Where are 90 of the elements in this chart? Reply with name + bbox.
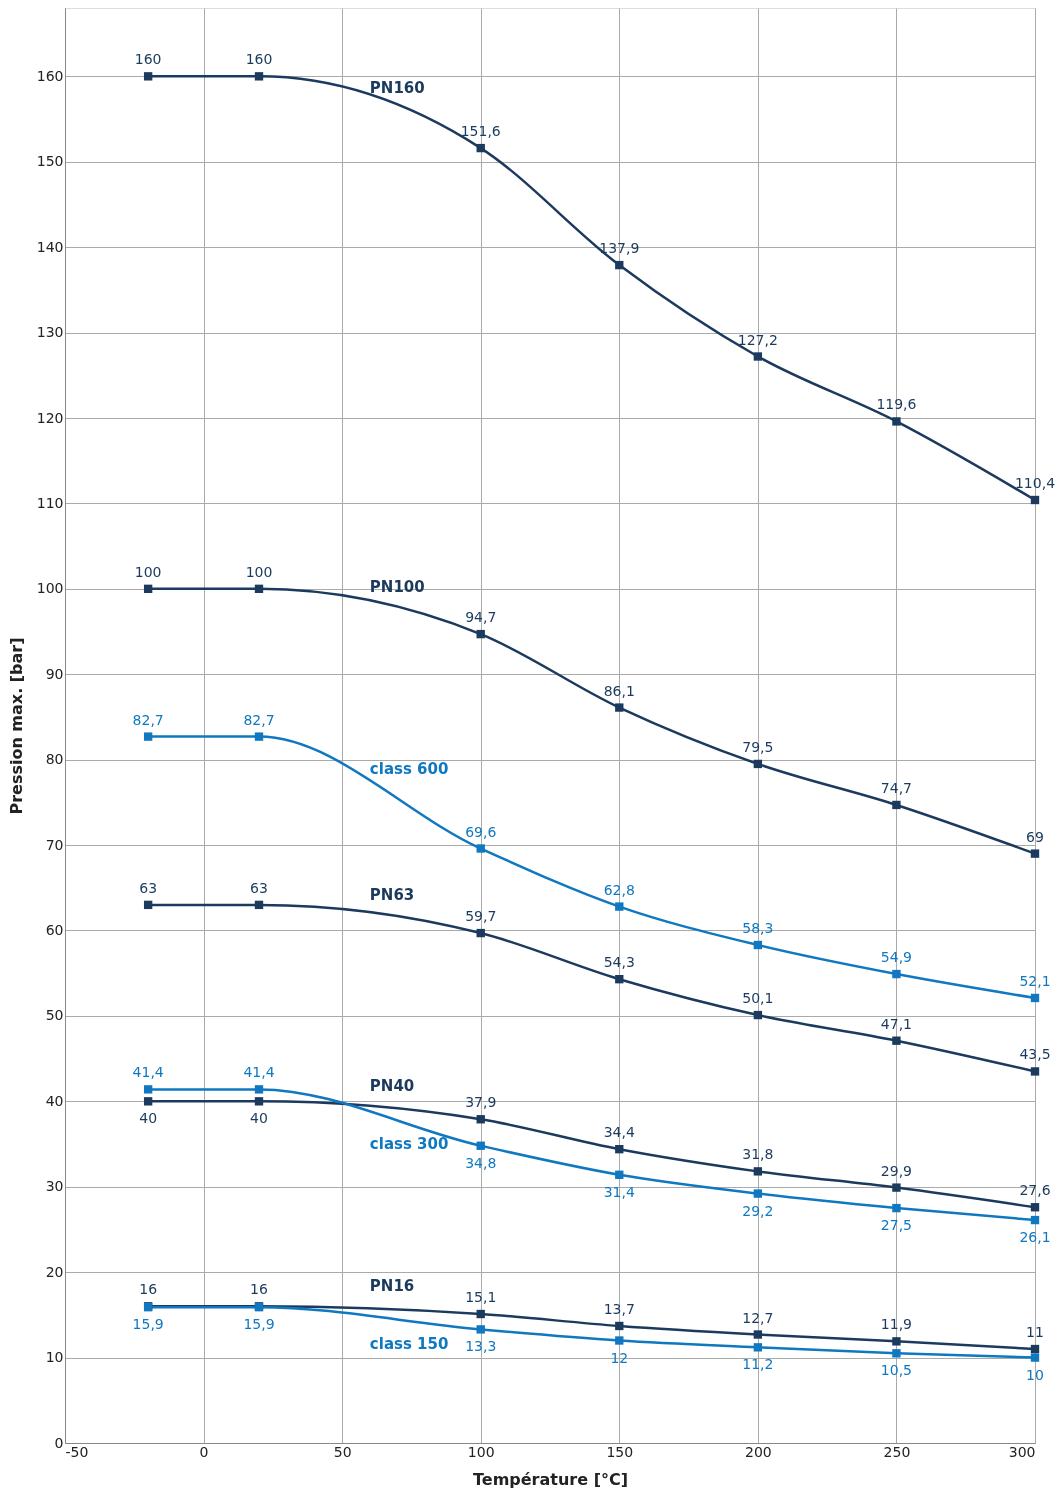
y-tick-label: 40: [45, 1092, 64, 1109]
y-tick-label: 100: [36, 580, 64, 597]
data-label: 37,9: [465, 1094, 497, 1111]
y-tick-label: 80: [45, 751, 64, 768]
data-label: 13,7: [603, 1300, 635, 1317]
data-label: 29,9: [880, 1162, 913, 1179]
series-label: PN100: [369, 578, 425, 597]
y-axis-title: Pression max. [bar]: [6, 637, 26, 815]
data-label: 94,7: [465, 609, 497, 626]
x-tick-label: 300: [1008, 1443, 1036, 1460]
y-tick-label: 60: [45, 922, 64, 938]
data-label: 119,6: [876, 396, 917, 413]
y-tick-label: 50: [45, 1007, 64, 1024]
data-label: 34,4: [603, 1124, 635, 1141]
x-tick-label: 50: [333, 1443, 352, 1460]
data-label: 59,7: [465, 908, 497, 925]
y-tick-label: 30: [45, 1178, 64, 1195]
y-tick-label: 10: [45, 1349, 64, 1366]
series-label: PN16: [369, 1277, 415, 1296]
series-label: PN160: [369, 79, 425, 98]
data-label: 82,7: [132, 711, 164, 728]
data-label: 41,4: [243, 1064, 275, 1081]
data-label: 100: [245, 563, 273, 580]
y-tick-label: 140: [36, 238, 64, 255]
data-label: 40: [139, 1110, 158, 1127]
y-tick-label: 130: [36, 324, 64, 341]
data-label: 40: [250, 1110, 268, 1127]
data-label: 16: [139, 1281, 158, 1298]
data-label: 15,1: [465, 1289, 497, 1306]
data-label: 82,7: [243, 711, 275, 728]
data-label: 69: [1026, 828, 1044, 845]
data-label: 54,3: [603, 954, 635, 971]
data-label: 63: [139, 879, 158, 896]
data-label: 79,5: [742, 738, 774, 755]
x-tick-label: 250: [883, 1443, 911, 1460]
y-tick-label: 70: [45, 836, 64, 853]
x-tick-label: 150: [606, 1443, 634, 1460]
data-label: 62,8: [603, 881, 635, 898]
data-label: 127,2: [737, 331, 778, 348]
series-label: class 600: [369, 759, 449, 778]
data-label: 52,1: [1019, 972, 1051, 989]
data-label: 110,4: [1014, 475, 1056, 491]
data-label: 11,2: [742, 1356, 774, 1373]
data-label: 12,7: [742, 1309, 774, 1326]
data-label: 74,7: [880, 779, 913, 796]
x-tick-label: 0: [199, 1443, 209, 1460]
data-label: 27,6: [1019, 1182, 1051, 1199]
data-label: 16: [250, 1281, 268, 1298]
series-label: PN63: [369, 885, 415, 904]
data-label: 29,2: [742, 1202, 774, 1219]
data-label: 100: [134, 563, 162, 580]
data-label: 50,1: [742, 990, 774, 1007]
series-label: PN40: [369, 1077, 415, 1096]
data-label: 54,9: [880, 949, 913, 966]
data-label: 11,9: [880, 1316, 913, 1333]
data-label: 86,1: [603, 682, 635, 699]
x-axis-title: Température [°C]: [472, 1469, 629, 1489]
data-label: 34,8: [465, 1154, 497, 1171]
y-tick-label: 90: [45, 665, 64, 682]
y-tick-label: 150: [36, 153, 64, 170]
y-tick-label: 120: [36, 409, 64, 426]
series-label: class 300: [369, 1134, 449, 1153]
data-label: 13,3: [465, 1338, 497, 1355]
series-label: class 150: [369, 1335, 449, 1354]
data-label: 11: [1026, 1324, 1044, 1341]
data-label: 27,5: [880, 1217, 913, 1234]
y-tick-label: 20: [45, 1263, 64, 1280]
data-label: 69,6: [465, 823, 497, 840]
data-label: 58,3: [742, 920, 774, 937]
data-label: 151,6: [460, 123, 501, 140]
y-tick-label: 110: [36, 494, 64, 511]
data-label: 26,1: [1019, 1229, 1051, 1246]
data-label: 137,9: [599, 240, 640, 257]
data-label: 47,1: [880, 1015, 913, 1032]
data-label: 31,8: [742, 1146, 774, 1163]
data-label: 160: [134, 51, 162, 68]
data-label: 43,5: [1019, 1046, 1051, 1063]
y-tick-label: 160: [36, 67, 64, 84]
data-label: 31,4: [603, 1183, 635, 1200]
data-label: 160: [245, 51, 273, 68]
x-tick-label: -50: [65, 1443, 89, 1460]
data-label: 15,9: [243, 1316, 275, 1333]
data-label: 15,9: [132, 1316, 164, 1333]
x-tick-label: 100: [467, 1443, 495, 1460]
data-label: 10,5: [880, 1362, 913, 1379]
data-label: 12: [610, 1349, 629, 1366]
x-tick-label: 200: [744, 1443, 772, 1460]
data-label: 10: [1026, 1366, 1044, 1383]
data-label: 41,4: [132, 1064, 164, 1081]
data-label: 63: [250, 879, 268, 896]
